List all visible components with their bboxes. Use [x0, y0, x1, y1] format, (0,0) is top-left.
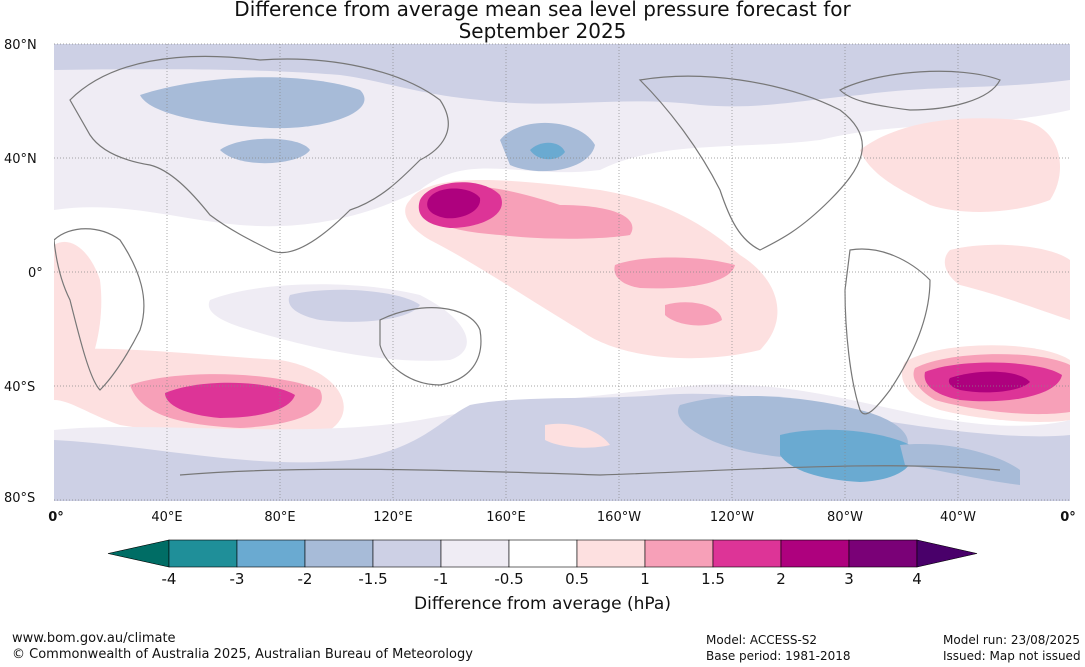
colorbar-tick-label: -1.5 — [358, 570, 388, 588]
colorbar-tick-label: -0.5 — [494, 570, 524, 588]
colorbar-swatch — [168, 539, 238, 568]
colorbar-tick-label: 1.5 — [701, 570, 725, 588]
lon-label-40e: 40°E — [151, 510, 183, 525]
colorbar-swatch — [372, 539, 442, 568]
map-title-line1: Difference from average mean sea level p… — [234, 0, 851, 21]
footer-model-run: Model run: 23/08/2025 — [943, 633, 1081, 647]
colorbar-label: Difference from average (hPa) — [414, 594, 671, 614]
colorbar-swatch — [848, 539, 918, 568]
colorbar-over-triangle — [916, 539, 978, 568]
lon-label-80w: 80°W — [827, 510, 863, 525]
footer-copyright: © Commonwealth of Australia 2025, Austra… — [12, 647, 473, 662]
colorbar-swatch — [712, 539, 782, 568]
lat-label-80s: 80°S — [4, 491, 36, 506]
footer-base-period: Base period: 1981-2018 — [706, 649, 851, 663]
graticule — [54, 43, 1070, 501]
colorbar-tick-label: 0.5 — [565, 570, 589, 588]
colorbar-swatch — [644, 539, 714, 568]
colorbar-tick-label: -1 — [433, 570, 449, 588]
pressure-anomaly-field — [54, 44, 1070, 501]
footer-model: Model: ACCESS-S2 — [706, 633, 818, 647]
colorbar-tick-label: -2 — [297, 570, 313, 588]
coastlines — [54, 55, 1001, 476]
colorbar — [107, 539, 978, 568]
lon-label-120w: 120°W — [709, 510, 755, 525]
lon-label-80e: 80°E — [264, 510, 296, 525]
lon-label-160e: 160°E — [486, 510, 526, 525]
colorbar-tick-label: 2 — [776, 570, 786, 588]
lat-label-80n: 80°N — [4, 38, 37, 53]
lon-label-40w: 40°W — [940, 510, 976, 525]
colorbar-swatch — [440, 539, 510, 568]
lon-label-0-east: 0° — [1060, 510, 1076, 525]
colorbar-tick-label: 3 — [844, 570, 854, 588]
lat-label-40s: 40°S — [4, 380, 36, 395]
footer-url[interactable]: www.bom.gov.au/climate — [12, 631, 176, 646]
lat-label-equator: 0° — [28, 266, 43, 281]
colorbar-swatch — [236, 539, 306, 568]
colorbar-tick-label: -4 — [161, 570, 177, 588]
colorbar-swatch — [304, 539, 374, 568]
colorbar-swatch — [508, 539, 578, 568]
lon-label-0-west: 0° — [48, 510, 64, 525]
colorbar-swatch — [780, 539, 850, 568]
colorbar-swatch — [576, 539, 646, 568]
lon-label-120e: 120°E — [373, 510, 413, 525]
colorbar-tick-label: 1 — [640, 570, 650, 588]
footer-issued: Issued: Map not issued — [943, 649, 1081, 663]
map-title-line2: September 2025 — [458, 19, 627, 43]
lat-label-40n: 40°N — [4, 152, 37, 167]
colorbar-tick-label: 4 — [912, 570, 922, 588]
colorbar-under-triangle — [107, 539, 170, 568]
lon-label-160w: 160°W — [596, 510, 642, 525]
colorbar-tick-label: -3 — [229, 570, 245, 588]
